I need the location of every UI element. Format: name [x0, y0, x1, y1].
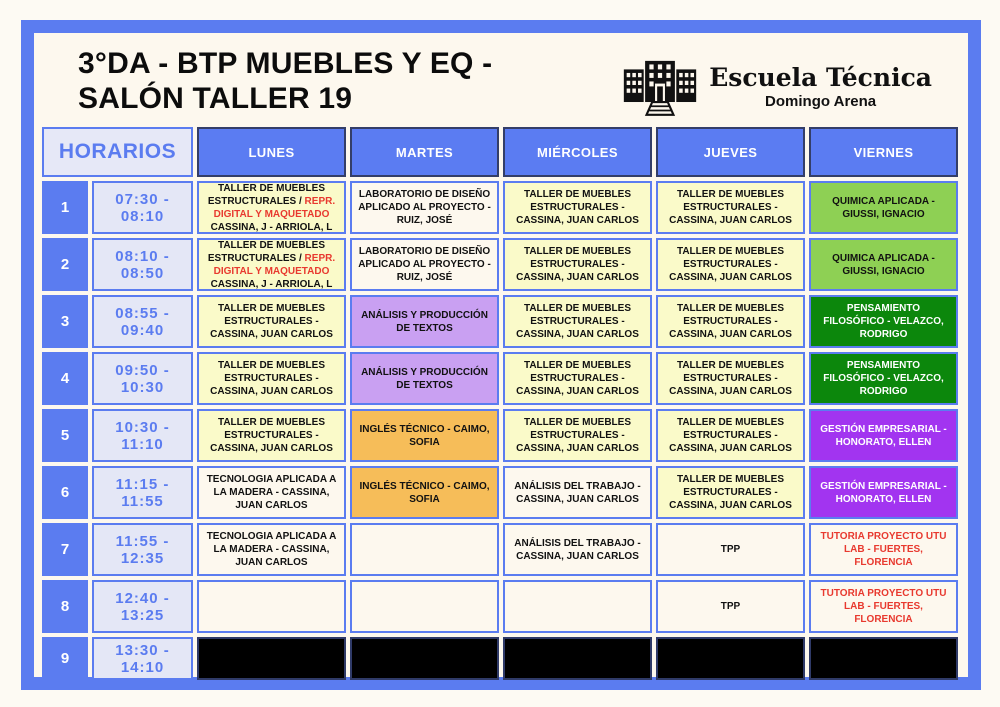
period-number: 6 — [42, 466, 88, 519]
schedule-cell-8-jueves: TPP — [656, 580, 805, 633]
schedule-cell-1-viernes: QUIMICA APLICADA - GIUSSI, IGNACIO — [809, 181, 958, 234]
schedule-cell-3-lunes: TALLER DE MUEBLES ESTRUCTURALES - CASSIN… — [197, 295, 346, 348]
schedule-cell-7-jueves: TPP — [656, 523, 805, 576]
schedule-cell-1-lunes: TALLER DE MUEBLES ESTRUCTURALES / REPR. … — [197, 181, 346, 234]
schedule-cell-1-miércoles: TALLER DE MUEBLES ESTRUCTURALES - CASSIN… — [503, 181, 652, 234]
school-name: Escuela Técnica — [709, 62, 932, 92]
period-number: 9 — [42, 637, 88, 680]
period-time: 07:30 - 08:10 — [92, 181, 193, 234]
period-number: 2 — [42, 238, 88, 291]
day-header-4: JUEVES — [656, 127, 805, 177]
horarios-header: HORARIOS — [42, 127, 193, 177]
schedule-cell-2-viernes: QUIMICA APLICADA - GIUSSI, IGNACIO — [809, 238, 958, 291]
timetable-poster: 3°DA - BTP MUEBLES Y EQ - SALÓN TALLER 1… — [21, 20, 981, 690]
schedule-cell-2-lunes: TALLER DE MUEBLES ESTRUCTURALES / REPR. … — [197, 238, 346, 291]
schedule-cell-5-miércoles: TALLER DE MUEBLES ESTRUCTURALES - CASSIN… — [503, 409, 652, 462]
period-time: 08:55 - 09:40 — [92, 295, 193, 348]
day-header-5: VIERNES — [809, 127, 958, 177]
period-number: 5 — [42, 409, 88, 462]
schedule-cell-2-jueves: TALLER DE MUEBLES ESTRUCTURALES - CASSIN… — [656, 238, 805, 291]
schedule-cell-4-martes: ANÁLISIS Y PRODUCCIÓN DE TEXTOS — [350, 352, 499, 405]
schedule-cell-6-jueves: TALLER DE MUEBLES ESTRUCTURALES - CASSIN… — [656, 466, 805, 519]
page-title: 3°DA - BTP MUEBLES Y EQ - SALÓN TALLER 1… — [78, 47, 492, 116]
schedule-cell-4-miércoles: TALLER DE MUEBLES ESTRUCTURALES - CASSIN… — [503, 352, 652, 405]
schedule-cell-4-viernes: PENSAMIENTO FILOSÓFICO - VELAZCO, RODRIG… — [809, 352, 958, 405]
schedule-cell-5-martes: INGLÉS TÉCNICO - CAIMO, SOFIA — [350, 409, 499, 462]
period-number: 8 — [42, 580, 88, 633]
schedule-cell-3-jueves: TALLER DE MUEBLES ESTRUCTURALES - CASSIN… — [656, 295, 805, 348]
period-number: 1 — [42, 181, 88, 234]
timetable: HORARIOS LUNES MARTES MIÉRCOLES JUEVES VIERN… — [42, 127, 958, 680]
school-building-icon — [621, 53, 699, 122]
schedule-cell-8-miércoles — [503, 580, 652, 633]
schedule-cell-9-martes — [350, 637, 499, 680]
period-time: 11:15 - 11:55 — [92, 466, 193, 519]
schedule-cell-5-viernes: GESTIÓN EMPRESARIAL - HONORATO, ELLEN — [809, 409, 958, 462]
period-time: 12:40 - 13:25 — [92, 580, 193, 633]
day-header-1: LUNES — [197, 127, 346, 177]
schedule-cell-4-jueves: TALLER DE MUEBLES ESTRUCTURALES - CASSIN… — [656, 352, 805, 405]
schedule-cell-8-viernes: TUTORIA PROYECTO UTU LAB - FUERTES, FLOR… — [809, 580, 958, 633]
schedule-cell-9-jueves — [656, 637, 805, 680]
schedule-cell-6-martes: INGLÉS TÉCNICO - CAIMO, SOFIA — [350, 466, 499, 519]
schedule-cell-3-miércoles: TALLER DE MUEBLES ESTRUCTURALES - CASSIN… — [503, 295, 652, 348]
schedule-cell-7-martes — [350, 523, 499, 576]
schedule-cell-7-lunes: TECNOLOGIA APLICADA A LA MADERA - CASSIN… — [197, 523, 346, 576]
schedule-cell-1-martes: LABORATORIO DE DISEÑO APLICADO AL PROYEC… — [350, 181, 499, 234]
day-header-2: MARTES — [350, 127, 499, 177]
schedule-cell-8-lunes — [197, 580, 346, 633]
schedule-cell-3-viernes: PENSAMIENTO FILOSÓFICO - VELAZCO, RODRIG… — [809, 295, 958, 348]
schedule-cell-5-lunes: TALLER DE MUEBLES ESTRUCTURALES - CASSIN… — [197, 409, 346, 462]
schedule-cell-1-jueves: TALLER DE MUEBLES ESTRUCTURALES - CASSIN… — [656, 181, 805, 234]
page-title-line1: 3°DA - BTP MUEBLES Y EQ - — [78, 47, 493, 80]
period-time: 10:30 - 11:10 — [92, 409, 193, 462]
day-header-3: MIÉRCOLES — [503, 127, 652, 177]
schedule-cell-2-miércoles: TALLER DE MUEBLES ESTRUCTURALES - CASSIN… — [503, 238, 652, 291]
schedule-cell-5-jueves: TALLER DE MUEBLES ESTRUCTURALES - CASSIN… — [656, 409, 805, 462]
period-time: 09:50 - 10:30 — [92, 352, 193, 405]
schedule-cell-6-viernes: GESTIÓN EMPRESARIAL - HONORATO, ELLEN — [809, 466, 958, 519]
period-time: 08:10 - 08:50 — [92, 238, 193, 291]
period-time: 13:30 - 14:10 — [92, 637, 193, 680]
schedule-cell-4-lunes: TALLER DE MUEBLES ESTRUCTURALES - CASSIN… — [197, 352, 346, 405]
schedule-cell-6-miércoles: ANÁLISIS DEL TRABAJO - CASSINA, JUAN CAR… — [503, 466, 652, 519]
school-logo: Escuela Técnica Domingo Arena — [621, 53, 932, 122]
poster-header: 3°DA - BTP MUEBLES Y EQ - SALÓN TALLER 1… — [34, 33, 968, 125]
schedule-cell-8-martes — [350, 580, 499, 633]
schedule-cell-6-lunes: TECNOLOGIA APLICADA A LA MADERA - CASSIN… — [197, 466, 346, 519]
school-subtitle: Domingo Arena — [765, 93, 877, 111]
period-number: 7 — [42, 523, 88, 576]
period-number: 4 — [42, 352, 88, 405]
schedule-cell-9-miércoles — [503, 637, 652, 680]
schedule-cell-7-viernes: TUTORIA PROYECTO UTU LAB - FUERTES, FLOR… — [809, 523, 958, 576]
schedule-cell-7-miércoles: ANÁLISIS DEL TRABAJO - CASSINA, JUAN CAR… — [503, 523, 652, 576]
schedule-cell-3-martes: ANÁLISIS Y PRODUCCIÓN DE TEXTOS — [350, 295, 499, 348]
schedule-cell-2-martes: LABORATORIO DE DISEÑO APLICADO AL PROYEC… — [350, 238, 499, 291]
schedule-cell-9-lunes — [197, 637, 346, 680]
page-title-line2: SALÓN TALLER 19 — [78, 81, 353, 115]
period-time: 11:55 - 12:35 — [92, 523, 193, 576]
period-number: 3 — [42, 295, 88, 348]
schedule-cell-9-viernes — [809, 637, 958, 680]
